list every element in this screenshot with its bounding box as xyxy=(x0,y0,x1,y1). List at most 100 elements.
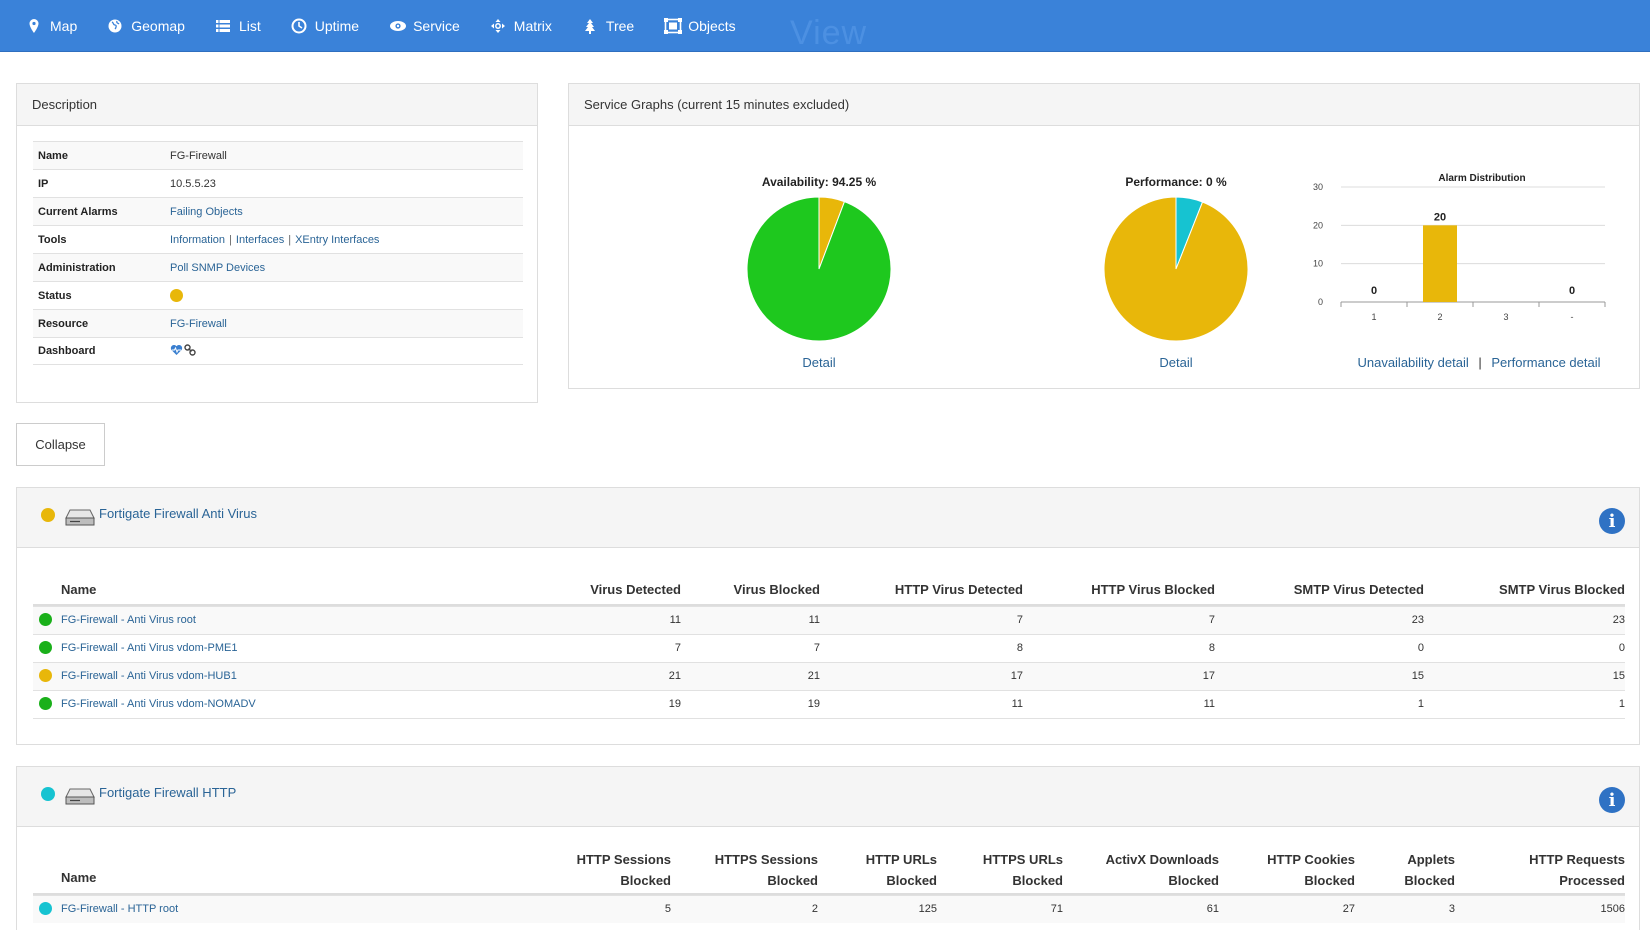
table-row: FG-Firewall - Anti Virus vdom-PME1 7 7 8 8 0 0 xyxy=(33,634,1625,662)
description-row: Administration Poll SNMP Devices xyxy=(33,253,523,281)
table-cell: 11 xyxy=(1011,698,1023,710)
column-header-line1: ActivX Downloads xyxy=(1105,852,1219,867)
table-cell: 125 xyxy=(918,903,937,915)
column-header-line1: HTTP URLs xyxy=(865,852,937,867)
availability-label: Availability: 94.25 % xyxy=(761,175,877,189)
nav-item-uptime[interactable]: Uptime xyxy=(291,18,359,34)
table-cell: 11 xyxy=(1203,698,1215,710)
column-header[interactable]: HTTP Sessions Blocked xyxy=(577,849,671,891)
tool-link-interfaces[interactable]: Interfaces xyxy=(235,233,285,246)
service-graphs-title: Service Graphs (current 15 minutes exclu… xyxy=(569,84,1639,126)
row-name-link[interactable]: FG-Firewall - Anti Virus vdom-HUB1 xyxy=(61,670,237,682)
column-header[interactable]: SMTP Virus Blocked xyxy=(1499,582,1625,597)
table-row: FG-Firewall - Anti Virus root 11 11 7 7 23 23 xyxy=(33,606,1625,634)
column-header-line2: Blocked xyxy=(1012,873,1063,888)
table-cell: 8 xyxy=(1016,642,1023,654)
collapse-button[interactable]: Collapse xyxy=(16,423,105,466)
antivirus-section-title[interactable]: Fortigate Firewall Anti Virus xyxy=(99,506,257,521)
description-key: Resource xyxy=(38,317,89,330)
performance-label: Performance: 0 % xyxy=(1125,175,1227,189)
description-table: Name FG-Firewall IP 10.5.5.23 Current Alarms… xyxy=(33,141,523,365)
column-header[interactable]: HTTP Requests Processed xyxy=(1529,849,1625,891)
column-header-name[interactable]: Name xyxy=(61,870,97,885)
table-cell: 7 xyxy=(1016,614,1023,626)
description-value-text: 10.5.5.23 xyxy=(170,177,216,190)
table-cell: 21 xyxy=(807,670,820,682)
column-header[interactable]: Virus Detected xyxy=(590,582,681,597)
column-header[interactable]: Applets Blocked xyxy=(1404,849,1455,891)
heartbeat-icon[interactable] xyxy=(170,344,183,359)
tool-link-information[interactable]: Information xyxy=(170,233,226,246)
table-cell: 71 xyxy=(1050,903,1063,915)
description-value: Poll SNMP Devices xyxy=(170,262,265,274)
description-value: FG-Firewall xyxy=(170,318,227,330)
availability-detail-link[interactable]: Detail xyxy=(802,355,836,370)
y-tick-label: 10 xyxy=(1313,259,1323,269)
column-header[interactable]: HTTPS Sessions Blocked xyxy=(715,849,818,891)
table-cell: 8 xyxy=(1208,642,1215,654)
availability-pie-chart xyxy=(746,196,892,342)
nav-item-tree[interactable]: Tree xyxy=(582,18,634,34)
row-name-link[interactable]: FG-Firewall - Anti Virus vdom-PME1 xyxy=(61,642,238,654)
nav-item-service[interactable]: Service xyxy=(389,18,460,34)
info-icon[interactable]: i xyxy=(1599,508,1625,534)
nav-item-label: Objects xyxy=(688,18,736,34)
description-key: Name xyxy=(38,149,68,162)
column-header[interactable]: SMTP Virus Detected xyxy=(1293,582,1424,597)
column-header[interactable]: Virus Blocked xyxy=(733,582,820,597)
table-cell: 7 xyxy=(674,642,681,654)
column-header[interactable]: HTTP Virus Detected xyxy=(894,582,1023,597)
row-name-link[interactable]: FG-Firewall - Anti Virus root xyxy=(61,614,196,626)
description-value-text[interactable]: FG-Firewall xyxy=(170,317,227,330)
description-value-text[interactable]: Failing Objects xyxy=(170,205,243,218)
list-icon xyxy=(215,18,231,34)
description-key: Current Alarms xyxy=(38,205,118,218)
column-header-line1: Applets xyxy=(1407,852,1455,867)
column-header-line2: Blocked xyxy=(886,873,937,888)
nav-item-geomap[interactable]: Geomap xyxy=(107,18,185,34)
row-name-link[interactable]: FG-Firewall - HTTP root xyxy=(61,903,179,915)
table-cell: 23 xyxy=(1411,614,1424,626)
performance-pie-detail-link[interactable]: Detail xyxy=(1159,355,1193,370)
description-panel-title: Description xyxy=(17,84,537,126)
service-graphs-panel: Service Graphs (current 15 minutes exclu… xyxy=(568,83,1640,389)
column-header[interactable]: ActivX Downloads Blocked xyxy=(1106,849,1219,891)
column-header-name[interactable]: Name xyxy=(61,582,97,597)
description-value: Failing Objects xyxy=(170,206,243,218)
column-header[interactable]: HTTP URLs Blocked xyxy=(866,849,937,891)
row-status-dot xyxy=(39,669,52,682)
http-status-dot xyxy=(41,787,55,801)
y-tick-label: 20 xyxy=(1313,220,1323,230)
link-icon[interactable] xyxy=(184,343,196,359)
nav-item-list[interactable]: List xyxy=(215,18,261,34)
info-icon[interactable]: i xyxy=(1599,787,1625,813)
column-header[interactable]: HTTP Virus Blocked xyxy=(1091,582,1215,597)
unavailability-detail-link[interactable]: Unavailability detail xyxy=(1357,355,1469,370)
nav-item-map[interactable]: Map xyxy=(26,18,77,34)
nav-item-objects[interactable]: Objects xyxy=(664,18,736,34)
http-section-title[interactable]: Fortigate Firewall HTTP xyxy=(99,785,237,800)
description-value xyxy=(170,286,183,305)
column-header-line2: Blocked xyxy=(1168,873,1219,888)
description-panel: Description Name FG-Firewall IP 10.5.5.23 Cu… xyxy=(16,83,538,403)
table-row: FG-Firewall - Anti Virus vdom-HUB1 21 21 17… xyxy=(33,662,1625,690)
row-name-link[interactable]: FG-Firewall - Anti Virus vdom-NOMADV xyxy=(61,698,256,710)
performance-detail-link[interactable]: Performance detail xyxy=(1491,355,1601,370)
table-cell: 5 xyxy=(664,903,671,915)
column-header-line2: Blocked xyxy=(1404,873,1455,888)
column-header[interactable]: HTTPS URLs Blocked xyxy=(983,849,1063,891)
objects-icon xyxy=(664,18,683,34)
description-key: IP xyxy=(38,177,49,190)
nav-item-label: Geomap xyxy=(131,18,185,34)
antivirus-section: Fortigate Firewall Anti Virus i Name Viru… xyxy=(16,487,1640,745)
table-cell: 2 xyxy=(811,903,818,915)
detail-links: Unavailability detail | Performance deta… xyxy=(1334,355,1624,370)
description-key: Dashboard xyxy=(38,345,96,357)
nav-item-matrix[interactable]: Matrix xyxy=(490,18,552,34)
description-value-text[interactable]: Poll SNMP Devices xyxy=(170,261,266,274)
network-device-icon xyxy=(65,788,95,805)
globe-icon xyxy=(107,18,123,34)
nav-item-label: Uptime xyxy=(314,18,360,34)
column-header[interactable]: HTTP Cookies Blocked xyxy=(1267,849,1355,891)
tool-link-xentry-interfaces[interactable]: XEntry Interfaces xyxy=(295,233,380,246)
